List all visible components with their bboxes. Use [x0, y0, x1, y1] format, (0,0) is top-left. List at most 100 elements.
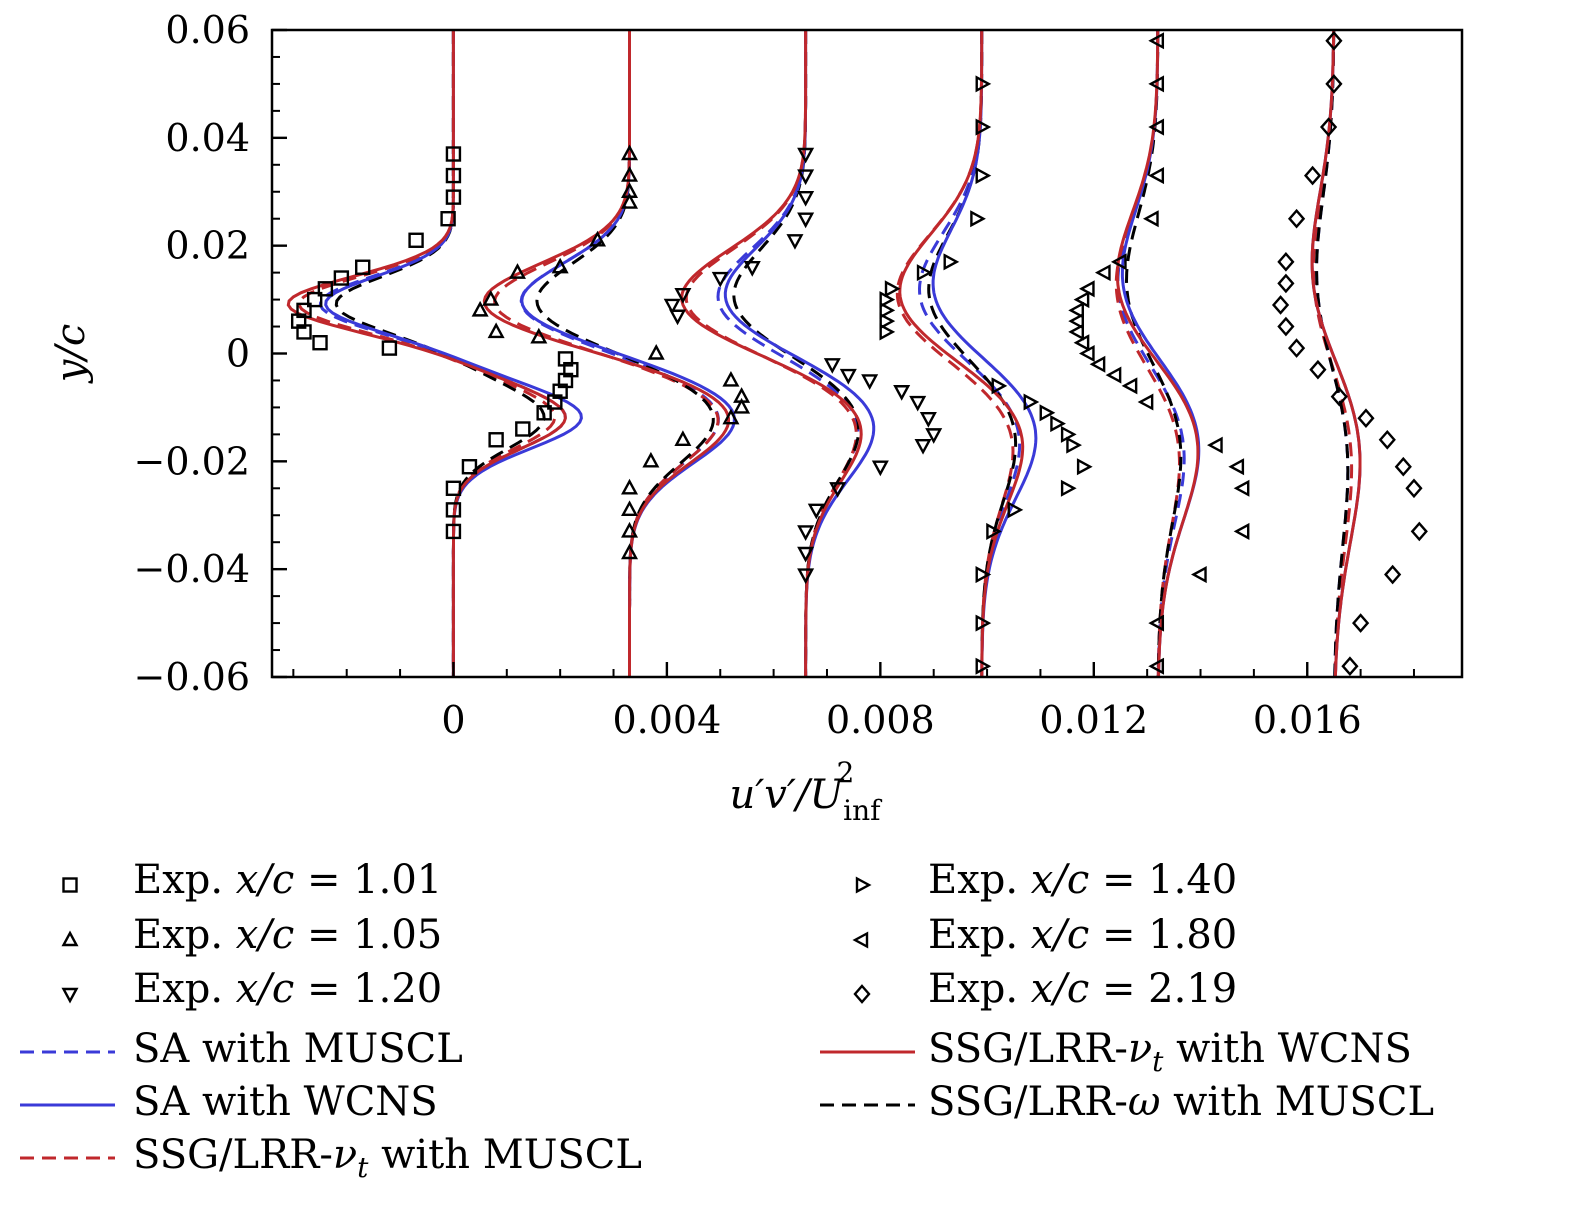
exp-point-station-5-6	[1110, 253, 1127, 271]
series-line-3-station-4	[895, 30, 1015, 677]
axes: 0.06 0.04 0.02 0 −0.02 −0.04 −0.06 0 0.004 0.008 0…	[48, 8, 1464, 827]
exp-point-station-1-4	[440, 211, 456, 227]
exp-point-station-5-11	[1068, 312, 1084, 330]
exp-point-station-3-14	[893, 385, 911, 401]
exp-point-station-1-24	[445, 480, 462, 496]
exp-point-station-5-22	[1233, 522, 1250, 540]
exp-point-station-2-17	[674, 430, 692, 446]
exp-point-station-4-5	[943, 253, 960, 271]
legend-label: SSG/LRR-ω with MUSCL	[928, 1079, 1434, 1125]
exp-point-station-4-4	[970, 210, 986, 228]
legend-marker-triangle-right	[855, 876, 872, 894]
exp-point-station-6-9	[1277, 316, 1295, 337]
exp-point-station-5-5	[1142, 210, 1159, 228]
exp-point-station-4-6	[916, 264, 933, 282]
legend-marker-triangle-down	[61, 987, 79, 1004]
series-line-3-station-2	[493, 30, 720, 677]
exp-point-station-5-16	[1105, 366, 1122, 384]
exp-point-station-6-5	[1287, 208, 1306, 229]
series-line-2-station-5	[1120, 30, 1201, 677]
exp-point-station-5-12	[1068, 323, 1084, 341]
exp-point-station-6-4	[1303, 165, 1322, 186]
exp-point-station-1-22	[488, 432, 504, 448]
exp-point-station-2-18	[642, 451, 660, 468]
exp-point-station-4-22	[975, 566, 992, 584]
exp-point-station-3-9	[663, 298, 681, 315]
series-line-3-station-1	[297, 30, 557, 677]
exp-point-station-3-2	[797, 169, 815, 186]
exp-point-station-2-16	[722, 408, 740, 425]
exp-point-station-3-12	[839, 368, 857, 385]
y-tick-label: −0.04	[134, 547, 250, 591]
exp-point-station-5-2	[1148, 75, 1165, 93]
exp-point-station-4-15	[1050, 415, 1066, 433]
exp-point-station-1-21	[515, 421, 531, 437]
x-axis-title-main: u′v′/U	[729, 772, 844, 818]
series-line-4-station-1	[286, 30, 567, 677]
series-line-5-station-5	[1124, 30, 1183, 677]
exp-point-station-3-17	[925, 428, 943, 444]
exp-point-station-2-15	[733, 397, 751, 414]
exp-point-station-6-6	[1277, 252, 1295, 272]
exp-point-station-2-5	[589, 230, 607, 247]
exp-point-station-2-6	[551, 257, 569, 274]
exp-point-station-1-23	[461, 459, 478, 475]
exp-point-station-5-3	[1148, 118, 1165, 136]
exp-point-station-2-20	[621, 500, 639, 517]
exp-point-station-2-13	[722, 370, 740, 387]
y-tick-label: −0.06	[134, 655, 250, 699]
legend-label: Exp. x/c = 1.40	[928, 857, 1237, 903]
exp-point-station-1-7	[333, 270, 350, 286]
x-tick-label: 0.016	[1253, 698, 1362, 742]
legend-label: Exp. x/c = 1.80	[928, 912, 1237, 958]
exp-point-station-1-26	[445, 523, 462, 540]
plot-frame	[270, 28, 1464, 679]
exp-point-station-1-1	[445, 146, 462, 162]
legend-label: SSG/LRR-νt with WCNS	[928, 1026, 1412, 1078]
exp-point-station-4-21	[986, 522, 1002, 540]
series-line-5-station-3	[732, 30, 861, 677]
exp-point-station-1-9	[306, 291, 323, 308]
legend-label: Exp. x/c = 1.20	[133, 966, 442, 1012]
exp-point-station-3-10	[669, 309, 687, 326]
x-axis-title-sup: 2	[837, 756, 855, 789]
exp-point-station-5-4	[1148, 167, 1165, 185]
series-line-4-station-4	[898, 30, 1025, 677]
exp-point-station-2-11	[530, 327, 548, 344]
exp-point-station-6-17	[1410, 521, 1428, 542]
legend-marker-square	[62, 877, 78, 893]
exp-point-station-3-11	[823, 358, 841, 374]
exp-point-station-3-18	[914, 438, 932, 455]
y-tick-label: 0.02	[165, 224, 250, 268]
exp-point-station-1-20	[536, 405, 552, 421]
exp-point-station-1-19	[547, 394, 563, 410]
exp-point-station-5-1	[1148, 32, 1165, 50]
exp-point-station-6-12	[1330, 386, 1348, 407]
exp-point-station-6-11	[1309, 359, 1327, 380]
exp-point-station-4-14	[1039, 404, 1056, 422]
exp-point-station-3-15	[909, 395, 927, 412]
series-line-3-station-3	[684, 30, 858, 677]
exp-point-station-2-21	[621, 521, 639, 538]
exp-point-station-4-16	[1060, 425, 1077, 443]
exp-point-station-1-3	[445, 189, 462, 205]
exp-point-station-6-18	[1384, 564, 1402, 585]
exp-point-station-6-2	[1325, 74, 1343, 94]
exp-point-station-3-8	[674, 287, 692, 304]
exp-point-station-2-4	[621, 193, 639, 209]
exp-point-station-4-18	[1076, 458, 1093, 476]
exp-point-station-4-11	[879, 323, 896, 341]
exp-point-station-4-2	[975, 118, 992, 136]
y-tick-label: −0.02	[134, 439, 250, 483]
series-line-4-station-3	[680, 30, 863, 677]
legend-label: SSG/LRR-νt with MUSCL	[133, 1132, 642, 1184]
legend-label: SA with MUSCL	[133, 1026, 463, 1072]
exp-point-station-3-20	[829, 482, 847, 498]
exp-point-station-3-19	[871, 460, 889, 477]
legend-label: Exp. x/c = 2.19	[928, 966, 1237, 1012]
y-tick-label: 0	[226, 332, 250, 376]
exp-point-station-3-4	[797, 212, 815, 229]
exp-point-station-4-8	[879, 291, 896, 309]
exp-point-station-1-6	[355, 259, 371, 275]
x-tick-label: 0.004	[612, 698, 721, 742]
